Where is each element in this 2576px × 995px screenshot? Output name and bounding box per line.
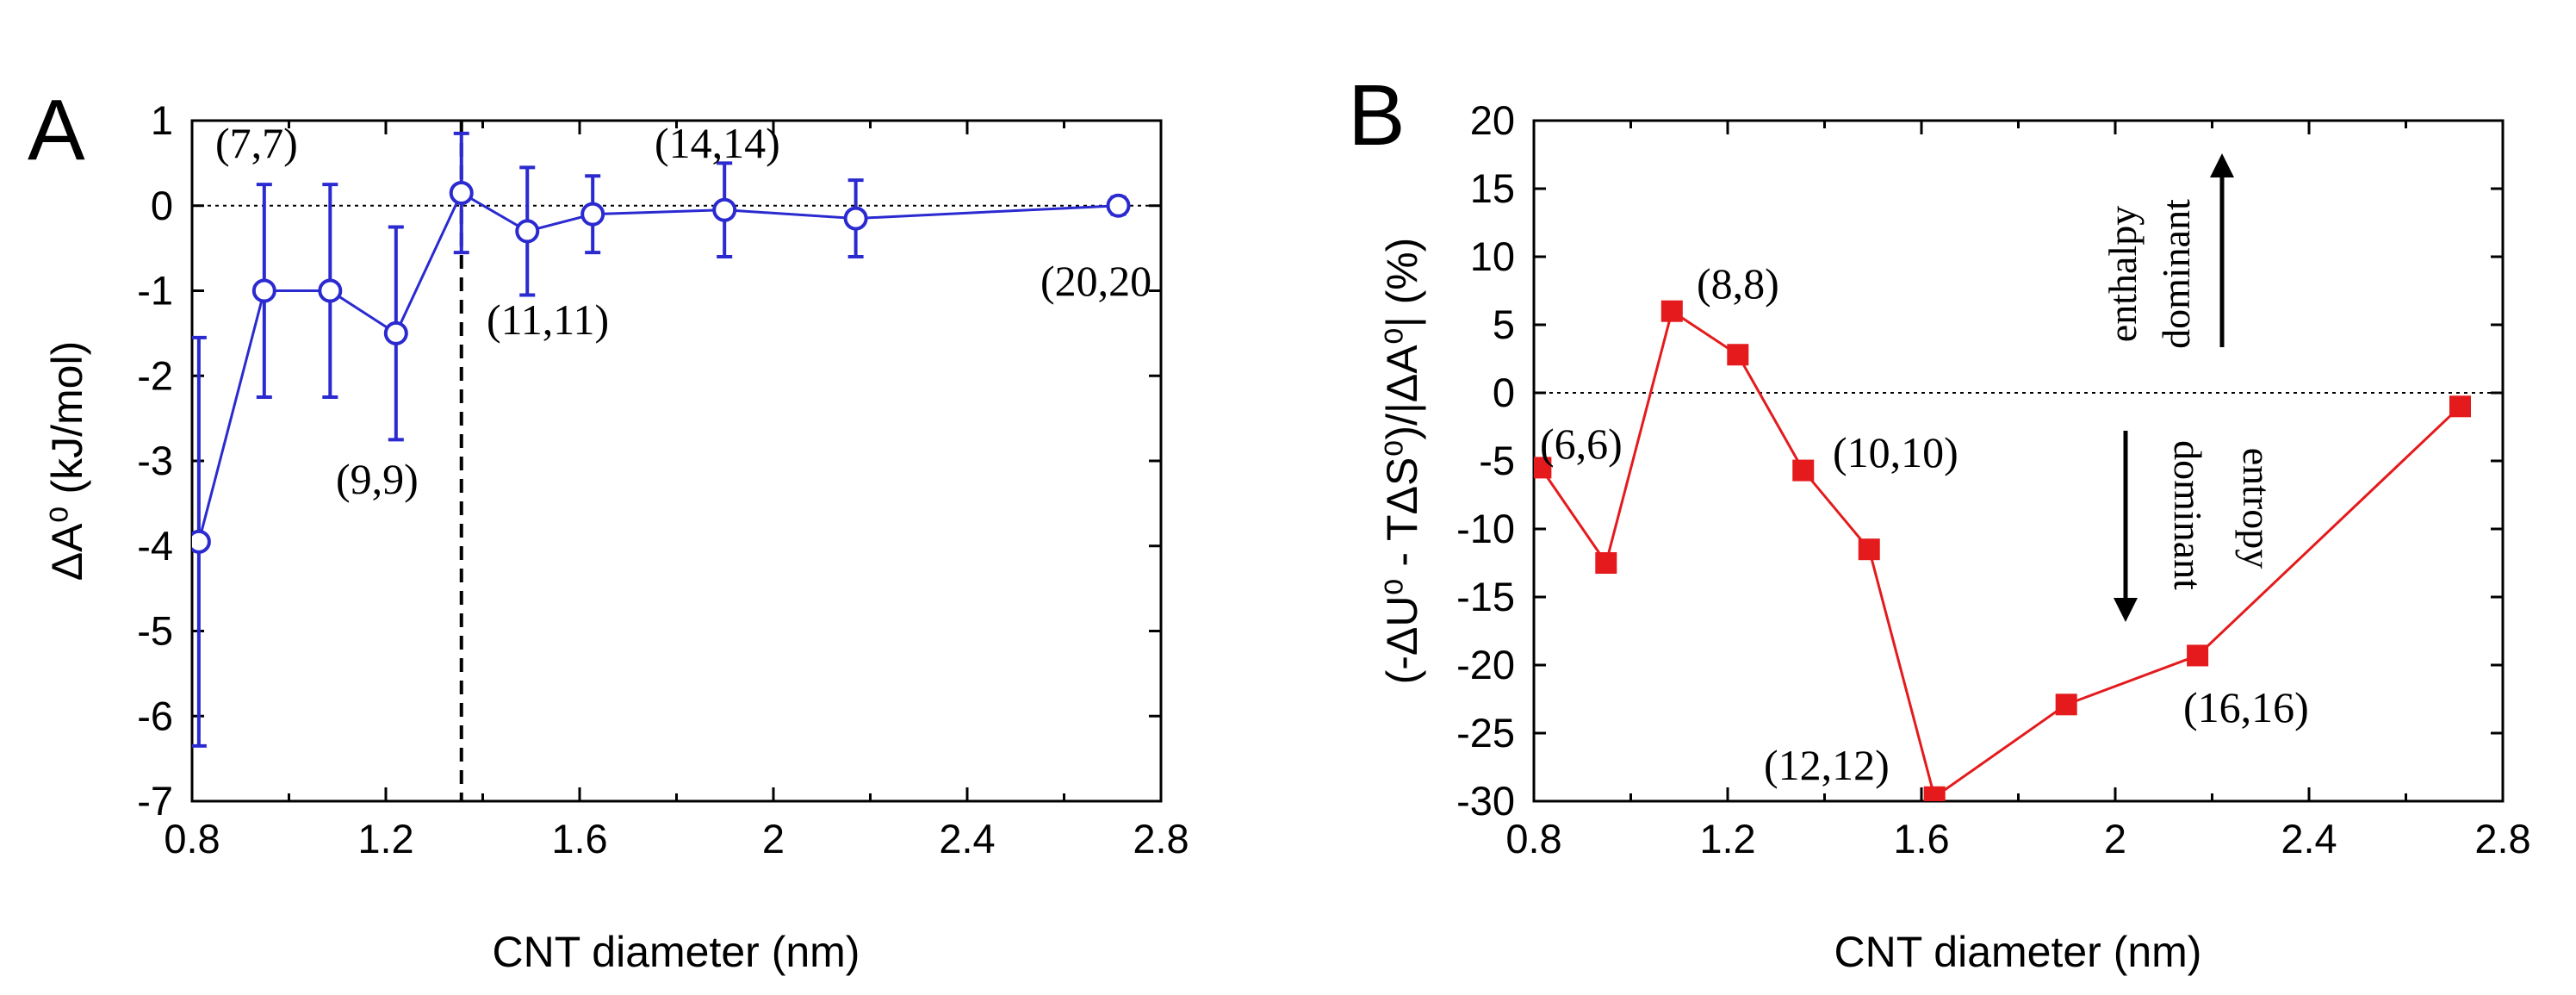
panel-a-data-point: [192, 529, 211, 554]
panel-b-frame: [1532, 119, 2505, 803]
panel-a-y-tick-label: -5: [137, 608, 173, 654]
panel-a-series: [192, 131, 1131, 748]
panel-a-y-axis-title: ΔA⁰ (kJ/mol): [43, 341, 91, 581]
panel-a-y-tick-label: -2: [137, 352, 173, 398]
panel-a-data-point: [449, 180, 474, 205]
panel-b-y-tick-label: -5: [1479, 438, 1515, 483]
panel-b-data-point: [2187, 644, 2209, 667]
panel-a-y-tick-label: 0: [151, 183, 173, 228]
panel-b-x-tick-label: 1.6: [1893, 816, 1949, 861]
panel-b-label: B: [1348, 67, 1406, 164]
panel-b-x-tick-label: 2.8: [2474, 816, 2530, 861]
panel-b-y-tick-label: 10: [1470, 233, 1515, 279]
panel-a-x-ticks: 0.8 1.2 1.6 2 2.4 2.8: [164, 121, 1189, 861]
panel-a-y-tick-label: -3: [137, 438, 173, 483]
panel-b-data-point: [2449, 395, 2471, 418]
panel-b-data-point: [1595, 552, 1617, 574]
panel-b-data-point: [1534, 457, 1552, 479]
panel-a-y-tick-label: -4: [137, 523, 173, 569]
annotation-9-9: (9,9): [336, 455, 419, 503]
panel-b-x-tick-label: 0.8: [1505, 816, 1561, 861]
annotation-11-11: (11,11): [487, 295, 609, 344]
panel-b-x-ticks: 0.8 1.2 1.6 2 2.4 2.8: [1505, 121, 2531, 861]
annotation-14-14: (14,14): [655, 119, 780, 167]
panel-a-data-point: [712, 197, 737, 222]
annotation-10-10: (10,10): [1833, 428, 1958, 476]
panel-b-x-tick-label: 1.2: [1699, 816, 1755, 861]
note-enthalpy-dominant: dominant: [2154, 199, 2198, 349]
panel-b-data-point: [1792, 459, 1815, 482]
annotation-6-6: (6,6): [1540, 420, 1623, 468]
panel-a-x-tick-label: 2: [762, 816, 785, 861]
annotation-7-7: (7,7): [215, 119, 298, 167]
panel-a-x-tick-label: 1.2: [357, 816, 413, 861]
panel-b-y-tick-label: 0: [1493, 370, 1515, 415]
panel-b-y-tick-label: 20: [1470, 97, 1515, 143]
panel-b-data-point: [1660, 300, 1683, 322]
panel-a-series-line: [197, 190, 1119, 543]
panel-a-data-point: [580, 202, 605, 227]
panel-b-axes: [1532, 119, 2505, 803]
annotation-20-20: (20,20: [1040, 257, 1151, 305]
panel-a-y-ticks: 1 0 -1 -2 -3 -4 -5 -6 -7: [137, 97, 1161, 824]
panel-a-y-tick-label: -7: [137, 778, 173, 824]
panel-b-y-tick-label: 15: [1470, 165, 1515, 211]
panel-a-y-tick-label: 1: [151, 97, 173, 143]
panel-b-data-point: [2055, 693, 2077, 716]
panel-b-series: [1534, 300, 2471, 801]
panel-a-x-tick-label: 1.6: [551, 816, 607, 861]
annotation-12-12: (12,12): [1764, 741, 1890, 789]
panel-a-data-point: [843, 206, 868, 231]
panel-b-y-tick-label: -20: [1456, 642, 1515, 687]
panel-b-y-tick-label: 5: [1493, 302, 1515, 347]
enthalpy-arrow-head-icon: [2210, 153, 2234, 177]
panel-a-y-tick-label: -6: [137, 693, 173, 738]
panel-b-y-tick-label: -25: [1456, 710, 1515, 756]
entropy-arrow-head-icon: [2114, 598, 2138, 622]
panel-a-x-tick-label: 2.4: [939, 816, 995, 861]
panel-a-x-tick-label: 0.8: [164, 816, 220, 861]
panel-b-y-tick-label: -30: [1456, 778, 1515, 824]
panel-a-data-point: [383, 320, 408, 345]
panel-b-data-point: [1727, 344, 1749, 366]
panel-b-y-axis-title: (-ΔU⁰ - TΔS⁰)/|ΔA⁰| (%): [1378, 238, 1426, 685]
panel-a-data-point: [515, 219, 540, 244]
panel-a-data-point: [251, 278, 276, 303]
panel-b-series-line: [1539, 308, 2461, 799]
panel-b-y-tick-label: -15: [1456, 574, 1515, 619]
panel-b-y-ticks: 20 15 10 5 0 -5 -10 -15 -20 -25 -30: [1456, 97, 2503, 824]
annotation-8-8: (8,8): [1697, 259, 1779, 308]
panel-b-x-tick-label: 2.4: [2281, 816, 2337, 861]
panel-b-x-axis-title: CNT diameter (nm): [1834, 928, 2202, 976]
note-entropy: entropy: [2235, 448, 2279, 569]
note-enthalpy: enthalpy: [2101, 206, 2145, 342]
panel-b-y-tick-label: -10: [1456, 506, 1515, 551]
panel-a-data-point: [1106, 193, 1131, 218]
panel-b: B 20 15 10 5 0 -5 -10 -15 -20 -25 -30 0.8 1.2 1.6 2 2.…: [1348, 67, 2531, 976]
panel-b-x-tick-label: 2: [2104, 816, 2126, 861]
panel-a-x-axis-title: CNT diameter (nm): [493, 928, 860, 976]
panel-a-data-point: [318, 278, 343, 303]
panel-a-label: A: [28, 82, 85, 178]
panel-a-x-tick-label: 2.8: [1133, 816, 1189, 861]
panel-a: A 1 0 -1 -2 -3 -4 -5 -6 -7 0.8 1.2 1.6 2 2.4 2.8 CNT …: [28, 82, 1189, 976]
annotation-16-16: (16,16): [2183, 683, 2309, 731]
panel-a-y-tick-label: -1: [137, 268, 173, 314]
note-entropy-dominant: dominant: [2166, 440, 2210, 590]
panel-b-data-point: [1923, 786, 1946, 801]
panel-b-data-point: [1858, 538, 1880, 561]
